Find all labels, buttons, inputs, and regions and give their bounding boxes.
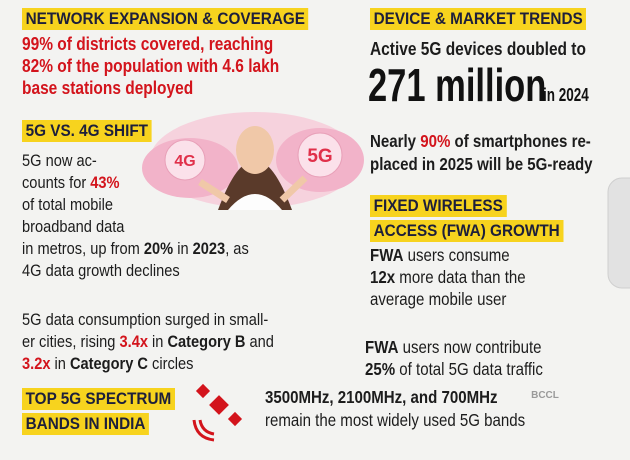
highlight-number: 271 million bbox=[368, 59, 547, 111]
section-heading: ACCESS (FWA) GROWTH bbox=[370, 220, 564, 242]
face bbox=[236, 126, 274, 174]
text-segment: FWA bbox=[365, 337, 399, 357]
text-line: 5G now ac- bbox=[22, 150, 97, 172]
text-segment: 90% bbox=[420, 131, 451, 151]
text-segment: of total mobile bbox=[22, 195, 114, 214]
badge-label: 4G bbox=[174, 153, 195, 170]
text-segment: base stations deployed bbox=[22, 78, 194, 98]
text-segment: in bbox=[147, 332, 168, 351]
satellite-icon bbox=[192, 383, 243, 442]
section-heading: 5G VS. 4G SHIFT bbox=[22, 120, 152, 142]
text-segment: more data than the bbox=[395, 267, 526, 287]
text-line: 3500MHz, 2100MHz, and 700MHz bbox=[265, 386, 498, 409]
text-segment: in bbox=[173, 239, 193, 258]
text-segment: broadband data bbox=[22, 217, 125, 236]
text-line: remain the most widely used 5G bands bbox=[265, 409, 525, 432]
text-segment: er cities, rising bbox=[22, 332, 120, 351]
text-line: 4G data growth declines bbox=[22, 260, 180, 282]
badge-4g bbox=[164, 139, 206, 181]
text-segment: of smartphones re- bbox=[450, 131, 591, 151]
watermark: BCCL bbox=[531, 390, 559, 401]
section-heading: DEVICE & MARKET TRENDS bbox=[370, 8, 587, 30]
text-line: placed in 2025 will be 5G-ready bbox=[370, 153, 593, 176]
text-line: of total mobile bbox=[22, 194, 113, 216]
text-segment: 99% of districts covered, reaching bbox=[22, 34, 274, 54]
text-line: broadband data bbox=[22, 216, 124, 238]
text-segment: 43% bbox=[90, 173, 120, 192]
text-segment: 12x bbox=[370, 267, 396, 287]
text-line: FWA users consume bbox=[370, 244, 510, 266]
text-line: 99% of districts covered, reaching bbox=[22, 33, 273, 55]
text-line: er cities, rising 3.4x in Category B and bbox=[22, 331, 274, 353]
text-segment: , as bbox=[225, 239, 249, 258]
text-segment: and bbox=[245, 332, 274, 351]
text-segment: of total 5G data traffic bbox=[395, 359, 543, 379]
text-line: Active 5G devices doubled to bbox=[370, 38, 586, 60]
text-segment: FWA bbox=[370, 245, 404, 265]
text-line: FWA users now contribute bbox=[365, 336, 542, 358]
text-segment: in bbox=[50, 354, 70, 373]
text-segment: Category C bbox=[69, 354, 148, 373]
section-heading: BANDS IN INDIA bbox=[22, 413, 150, 435]
shirt bbox=[228, 194, 282, 210]
text-segment: in metros, up from bbox=[22, 239, 144, 258]
text-segment: 3.4x bbox=[119, 332, 148, 351]
text-segment: 2023 bbox=[192, 239, 226, 258]
text-segment: Active 5G devices doubled to bbox=[370, 39, 586, 59]
text-segment: Category B bbox=[167, 332, 246, 351]
text-line: average mobile user bbox=[370, 288, 506, 310]
text-segment: remain the most widely used 5G bands bbox=[265, 410, 526, 430]
text-segment: Nearly bbox=[370, 131, 421, 151]
highlight-period: in 2024 bbox=[543, 85, 589, 105]
text-segment: 25% bbox=[365, 359, 396, 379]
text-segment: counts for bbox=[22, 173, 91, 192]
text-segment: 82% of the population with 4.6 lakh bbox=[22, 56, 280, 76]
text-line: Nearly 90% of smartphones re- bbox=[370, 130, 591, 153]
text-segment: users now contribute bbox=[398, 337, 542, 357]
text-segment: circles bbox=[147, 354, 194, 373]
text-segment: 3.2x bbox=[22, 354, 51, 373]
hair bbox=[218, 160, 292, 210]
section-heading: TOP 5G SPECTRUM bbox=[22, 388, 175, 410]
text-segment: 20% bbox=[143, 239, 174, 258]
badge-label: 5G bbox=[307, 146, 332, 167]
text-line: 3.2x in Category C circles bbox=[22, 353, 193, 375]
phone-edge bbox=[607, 177, 630, 289]
text-segment: average mobile user bbox=[370, 289, 507, 309]
text-segment: 4G data growth declines bbox=[22, 261, 180, 280]
arm-right bbox=[279, 175, 308, 203]
text-line: base stations deployed bbox=[22, 77, 193, 99]
text-segment: 3500MHz, 2100MHz, and 700MHz bbox=[265, 387, 498, 407]
badge-5g bbox=[297, 132, 343, 178]
text-line: counts for 43% bbox=[22, 172, 120, 194]
text-line: 5G data consumption surged in small- bbox=[22, 309, 268, 331]
text-segment: 5G data consumption surged in small- bbox=[22, 310, 269, 329]
section-heading: NETWORK EXPANSION & COVERAGE bbox=[22, 8, 309, 30]
text-line: in metros, up from 20% in 2023, as bbox=[22, 238, 249, 260]
text-line: 12x more data than the bbox=[370, 266, 526, 288]
text-segment: users consume bbox=[403, 245, 510, 265]
section-heading: FIXED WIRELESS bbox=[370, 195, 507, 217]
text-segment: 5G now ac- bbox=[22, 151, 97, 170]
text-line: 82% of the population with 4.6 lakh bbox=[22, 55, 279, 77]
text-line: 25% of total 5G data traffic bbox=[365, 358, 543, 380]
text-segment: placed in 2025 will be 5G-ready bbox=[370, 154, 593, 174]
arm-left bbox=[198, 179, 230, 203]
